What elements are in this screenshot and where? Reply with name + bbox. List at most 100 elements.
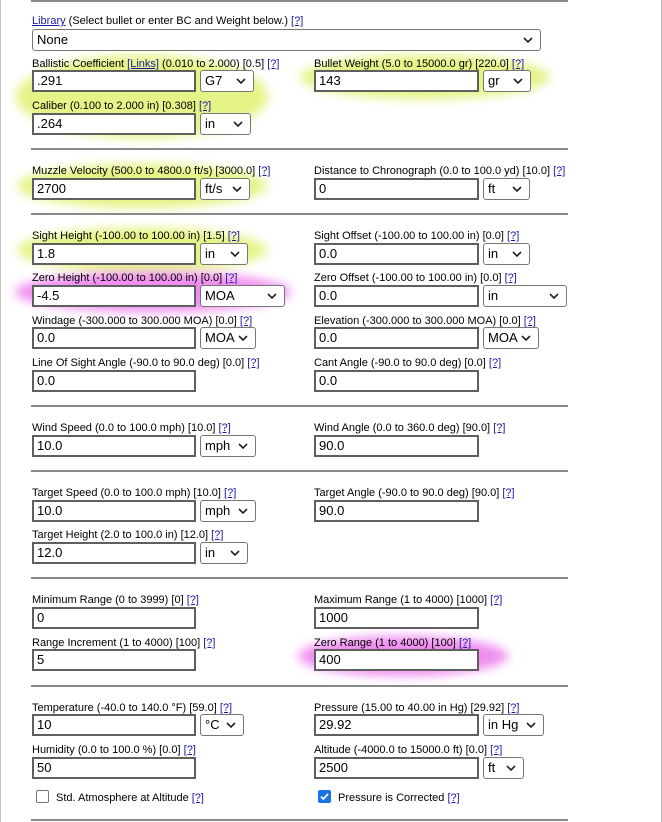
caliber-unit-select[interactable]: in [200,113,251,135]
muzzle-velocity-unit-select[interactable]: ft/s [200,178,250,200]
help-link[interactable]: [?] [291,15,304,27]
distance-to-chronograph-unit-select[interactable]: ft [483,178,530,200]
separator [31,577,568,579]
temperature-input[interactable]: 10 [32,714,196,736]
help-link[interactable]: [?] [267,58,280,70]
wind-speed-input[interactable]: 10.0 [32,435,196,457]
help-link[interactable]: [?] [511,58,525,70]
bc-links-link[interactable]: [Links] [127,58,159,70]
muzzle-velocity-label: Muzzle Velocity (500.0 to 4800.0 ft/s) [… [32,165,271,177]
target-speed-unit-select[interactable]: mph [200,500,256,522]
help-link[interactable]: [?] [507,230,520,242]
distance-to-chronograph-input[interactable]: 0 [314,178,479,200]
humidity-input[interactable]: 50 [32,757,196,779]
sight-height-unit-select[interactable]: in [200,243,248,265]
help-link[interactable]: [?] [490,744,503,756]
chevron-down-icon [230,251,240,258]
sight-offset-input[interactable]: 0.0 [314,243,479,265]
temperature-label: Temperature (-40.0 to 140.0 °F) [59.0] [… [32,702,233,714]
windage-label: Windage (-300.000 to 300.000 MOA) [0.0] … [32,315,253,327]
help-link[interactable]: [?] [219,702,233,714]
help-link[interactable]: [?] [523,315,536,327]
elevation-unit-select[interactable]: MOA [483,327,539,349]
help-link[interactable]: [?] [224,487,237,499]
sight-offset-unit-select[interactable]: in [483,243,530,265]
drag-model-value: G7 [205,73,223,88]
help-link[interactable]: [?] [247,357,260,369]
help-link[interactable]: [?] [211,529,224,541]
std-atmosphere-checkbox[interactable] [36,790,49,803]
help-link[interactable]: [?] [447,792,460,804]
altitude-unit-select[interactable]: ft [483,757,524,779]
help-link[interactable]: [?] [553,165,566,177]
target-height-unit-select[interactable]: in [200,542,248,564]
temperature-unit-select[interactable]: °C [200,714,244,736]
help-link[interactable]: [?] [198,100,212,112]
target-speed-input[interactable]: 10.0 [32,500,196,522]
chevron-down-icon [236,78,246,85]
zero-offset-label: Zero Offset (-100.00 to 100.00 in) [0.0]… [314,272,517,284]
wind-angle-input[interactable]: 90.0 [314,435,479,457]
zero-offset-unit-select[interactable]: in [483,285,567,307]
line-of-sight-angle-label: Line Of Sight Angle (-90.0 to 90.0 deg) … [32,357,260,369]
elevation-label: Elevation (-300.000 to 300.000 MOA) [0.0… [314,315,536,327]
chevron-down-icon [230,550,240,557]
library-link[interactable]: Library [32,15,66,27]
help-link[interactable]: [?] [502,487,515,499]
help-link[interactable]: [?] [191,792,204,804]
caliber-input[interactable]: .264 [32,113,196,135]
altitude-input[interactable]: 2500 [314,757,479,779]
target-angle-input[interactable]: 90.0 [314,500,479,522]
pressure-unit-select[interactable]: in Hg [483,714,544,736]
bullet-weight-unit-select[interactable]: gr [483,70,531,92]
bullet-weight-input[interactable]: 143 [314,70,479,92]
windage-input[interactable]: 0.0 [32,327,196,349]
help-link[interactable]: [?] [458,637,472,649]
zero-height-input[interactable]: -4.5 [32,285,196,307]
help-link[interactable]: [?] [507,702,520,714]
separator [31,0,568,2]
help-link[interactable]: [?] [218,422,231,434]
chevron-down-icon [238,508,248,515]
cant-angle-input[interactable]: 0.0 [314,370,479,392]
zero-offset-input[interactable]: 0.0 [314,285,479,307]
zero-range-input[interactable]: 400 [314,649,479,671]
wind-speed-label: Wind Speed (0.0 to 100.0 mph) [10.0] [?] [32,422,231,434]
ballistic-coefficient-label: Ballistic Coefficient [Links] (0.010 to … [32,58,280,70]
help-link[interactable]: [?] [225,272,238,284]
zero-height-unit-select[interactable]: MOA [200,285,285,307]
chevron-down-icon [506,765,516,772]
separator [31,685,568,687]
wind-speed-unit-select[interactable]: mph [200,435,256,457]
help-link[interactable]: [?] [258,165,271,177]
help-link[interactable]: [?] [504,272,517,284]
separator [31,405,568,407]
range-increment-input[interactable]: 5 [32,649,196,671]
help-link[interactable]: [?] [488,357,502,369]
target-height-input[interactable]: 12.0 [32,542,196,564]
help-link[interactable]: [?] [227,230,240,242]
maximum-range-input[interactable]: 1000 [314,607,479,629]
separator [31,819,568,821]
target-angle-label: Target Angle (-90.0 to 90.0 deg) [90.0] … [314,487,515,499]
zero-height-label: Zero Height (-100.00 to 100.00 in) [0.0]… [32,272,238,284]
elevation-input[interactable]: 0.0 [314,327,479,349]
library-label-text: (Select bullet or enter BC and Weight be… [65,15,292,27]
muzzle-velocity-input[interactable]: 2700 [32,178,196,200]
chevron-down-icon [226,722,236,729]
windage-unit-select[interactable]: MOA [200,327,256,349]
help-link[interactable]: [?] [183,744,196,756]
pressure-input[interactable]: 29.92 [314,714,479,736]
help-link[interactable]: [?] [493,422,506,434]
help-link[interactable]: [?] [186,594,199,606]
library-select[interactable]: None [32,29,541,51]
minimum-range-input[interactable]: 0 [32,607,196,629]
drag-model-select[interactable]: G7 [200,70,254,92]
line-of-sight-angle-input[interactable]: 0.0 [32,370,196,392]
ballistic-coefficient-input[interactable]: .291 [32,70,196,92]
pressure-corrected-checkbox[interactable] [318,790,331,803]
help-link[interactable]: [?] [203,637,216,649]
help-link[interactable]: [?] [490,594,503,606]
help-link[interactable]: [?] [239,315,253,327]
sight-height-input[interactable]: 1.8 [32,243,196,265]
